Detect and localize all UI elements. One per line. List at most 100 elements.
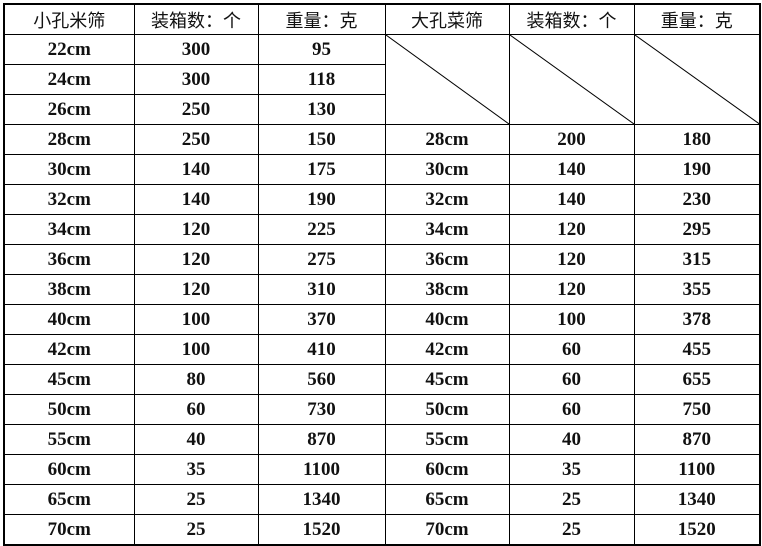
smallarge-qty: 140: [133, 154, 259, 185]
table-row: 30cm 140 175 30cm 140 190: [3, 154, 761, 185]
large-qty: 60: [508, 394, 635, 425]
header-large-qty: 装箱数：个: [508, 3, 635, 35]
smallarge-weight: 1520: [257, 514, 386, 546]
smallarge-qty: 60: [133, 394, 259, 425]
smallarge-qty: 120: [133, 274, 259, 305]
large-size: 28cm: [384, 124, 510, 155]
smallarge-weight: 190: [257, 184, 386, 215]
smallarge-qty: 100: [133, 334, 259, 365]
table-row: 34cm 120 225 34cm 120 295: [3, 214, 761, 245]
smallarge-size: 38cm: [3, 274, 135, 305]
large-qty: 200: [508, 124, 635, 155]
large-qty: 100: [508, 304, 635, 335]
small-qty: 250: [133, 94, 259, 125]
small-weight: 95: [257, 34, 386, 65]
small-size: 24cm: [3, 64, 135, 95]
table-row: 60cm 35 1100 60cm 35 1100: [3, 454, 761, 485]
smallarge-size: 32cm: [3, 184, 135, 215]
large-weight: 230: [633, 184, 761, 215]
smallarge-qty: 250: [133, 124, 259, 155]
smallarge-weight: 560: [257, 364, 386, 395]
smallarge-qty: 80: [133, 364, 259, 395]
table-row: 65cm 25 1340 65cm 25 1340: [3, 484, 761, 515]
smallarge-size: 28cm: [3, 124, 135, 155]
large-size: 38cm: [384, 274, 510, 305]
smallarge-size: 45cm: [3, 364, 135, 395]
sieve-spec-table: 小孔米筛 装箱数：个 重量：克 大孔菜筛 装箱数：个 重量：克 22cm 300…: [3, 3, 761, 546]
large-size: 55cm: [384, 424, 510, 455]
small-size: 22cm: [3, 34, 135, 65]
smallarge-size: 36cm: [3, 244, 135, 275]
smallarge-qty: 140: [133, 184, 259, 215]
large-qty: 140: [508, 154, 635, 185]
large-weight: 190: [633, 154, 761, 185]
large-qty: 40: [508, 424, 635, 455]
smallarge-weight: 150: [257, 124, 386, 155]
smallarge-weight: 175: [257, 154, 386, 185]
large-qty: 25: [508, 514, 635, 546]
smallarge-weight: 275: [257, 244, 386, 275]
smallarge-qty: 120: [133, 244, 259, 275]
smallarge-size: 50cm: [3, 394, 135, 425]
smallarge-weight: 370: [257, 304, 386, 335]
table-row: 50cm 60 730 50cm 60 750: [3, 394, 761, 425]
large-size: 34cm: [384, 214, 510, 245]
header-large-sieve: 大孔菜筛: [384, 3, 510, 35]
smallarge-qty: 40: [133, 424, 259, 455]
small-qty: 300: [133, 34, 259, 65]
large-qty: 60: [508, 334, 635, 365]
smallarge-weight: 1340: [257, 484, 386, 515]
smallarge-weight: 730: [257, 394, 386, 425]
table-row: 45cm 80 560 45cm 60 655: [3, 364, 761, 395]
large-weight: 1520: [633, 514, 761, 546]
large-weight: 355: [633, 274, 761, 305]
header-small-sieve: 小孔米筛: [3, 3, 135, 35]
smallarge-size: 30cm: [3, 154, 135, 185]
large-weight: 870: [633, 424, 761, 455]
large-size: 32cm: [384, 184, 510, 215]
large-qty: 120: [508, 274, 635, 305]
table-row: 38cm 120 310 38cm 120 355: [3, 274, 761, 305]
large-weight-empty-diagonal-cell: [633, 34, 761, 125]
table-row: 22cm 300 95: [3, 34, 761, 125]
large-weight: 455: [633, 334, 761, 365]
large-qty: 25: [508, 484, 635, 515]
large-weight: 180: [633, 124, 761, 155]
large-size: 60cm: [384, 454, 510, 485]
table-row: 28cm 250 150 28cm 200 180: [3, 124, 761, 155]
table-row: 26cm 250 130: [3, 94, 760, 125]
smallarge-size: 55cm: [3, 424, 135, 455]
large-qty-empty-diagonal-cell: [508, 34, 635, 125]
smallarge-size: 34cm: [3, 214, 135, 245]
table-row: 32cm 140 190 32cm 140 230: [3, 184, 761, 215]
smallarge-size: 42cm: [3, 334, 135, 365]
smallarge-size: 70cm: [3, 514, 135, 546]
smallarge-weight: 410: [257, 334, 386, 365]
smallarge-weight: 870: [257, 424, 386, 455]
smallarge-qty: 25: [133, 514, 259, 546]
large-size: 40cm: [384, 304, 510, 335]
smallarge-size: 60cm: [3, 454, 135, 485]
large-weight: 655: [633, 364, 761, 395]
large-qty: 120: [508, 244, 635, 275]
large-qty: 60: [508, 364, 635, 395]
large-weight: 315: [633, 244, 761, 275]
large-size: 70cm: [384, 514, 510, 546]
large-size: 30cm: [384, 154, 510, 185]
table-row: 42cm 100 410 42cm 60 455: [3, 334, 761, 365]
large-weight: 295: [633, 214, 761, 245]
table-row: 36cm 120 275 36cm 120 315: [3, 244, 761, 275]
small-weight: 118: [257, 64, 386, 95]
smallarge-weight: 310: [257, 274, 386, 305]
large-size: 36cm: [384, 244, 510, 275]
large-size: 65cm: [384, 484, 510, 515]
table-row: 40cm 100 370 40cm 100 378: [3, 304, 761, 335]
header-small-weight: 重量：克: [257, 3, 386, 35]
smallarge-weight: 225: [257, 214, 386, 245]
large-weight: 1100: [633, 454, 761, 485]
large-qty: 140: [508, 184, 635, 215]
large-size: 50cm: [384, 394, 510, 425]
large-size-empty-diagonal-cell: [384, 34, 510, 125]
small-qty: 300: [133, 64, 259, 95]
smallarge-qty: 25: [133, 484, 259, 515]
